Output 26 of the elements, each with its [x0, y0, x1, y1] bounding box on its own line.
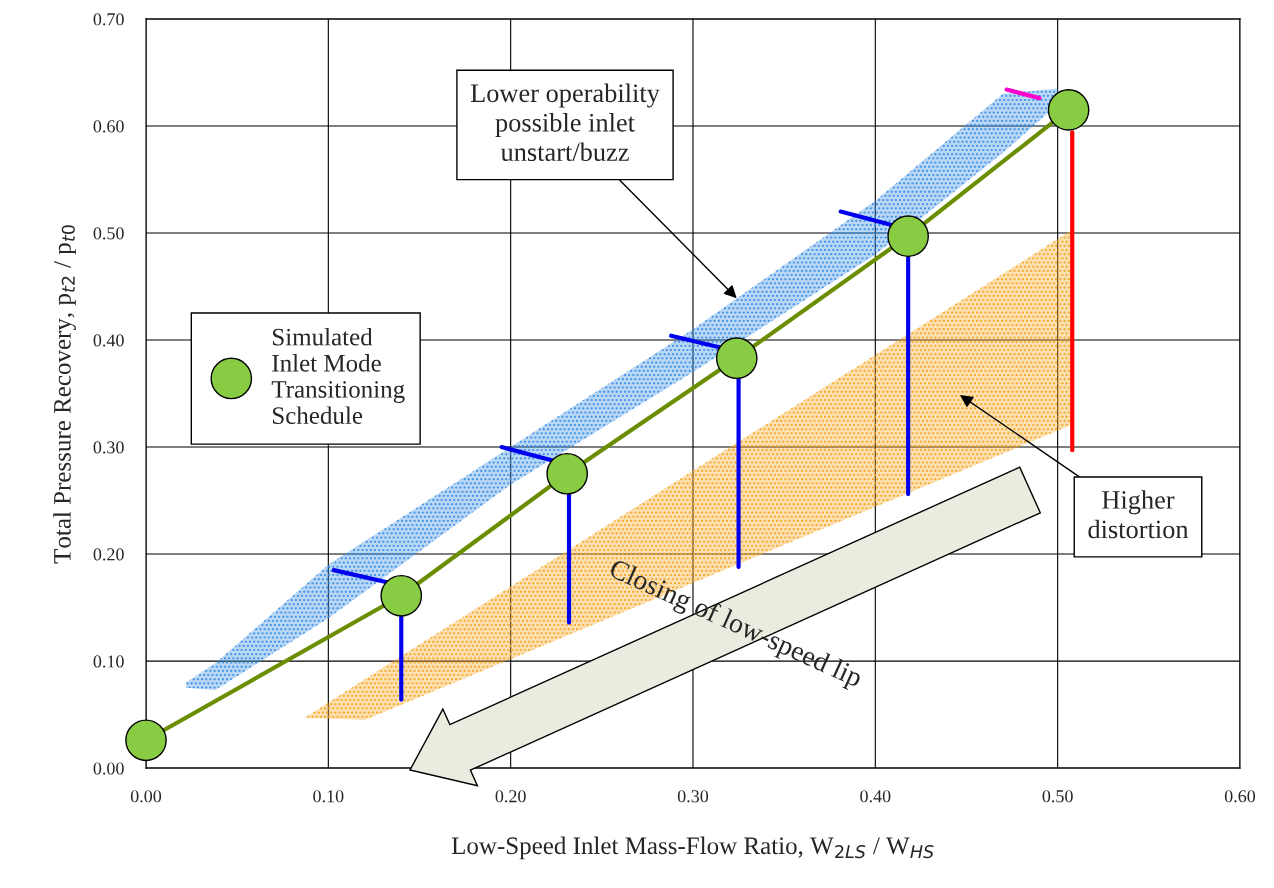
y-tick-label: 0.60: [93, 120, 124, 133]
annotation: Higher distortion: [1088, 490, 1189, 539]
point: [546, 452, 589, 495]
y-tick-label: 0.50: [93, 227, 124, 240]
x-tick-label: 0.00: [130, 790, 162, 803]
x-tick-label: 0.10: [313, 790, 344, 803]
y-tick-label: 0.70: [93, 13, 124, 26]
point: [380, 574, 423, 617]
x-tick-label: 0.30: [677, 790, 709, 803]
y-tick-label: 0.30: [93, 441, 124, 454]
x-axis-title: Low-Speed Inlet Mass-Flow Ratio, W$_{2LS}$ / W$_{HS}$: [451, 836, 934, 860]
point: [1047, 89, 1090, 131]
annotation: Lower operability possible inlet unstart/buzz: [470, 83, 660, 162]
y-tick-label: 0.10: [93, 655, 124, 668]
point: [887, 215, 929, 258]
y-axis-title: Total Pressure Recovery, p$_{t2}$ / p$_{t0}$: [53, 225, 76, 564]
x-tick-label: 0.20: [495, 790, 526, 803]
x-tick-label: 0.50: [1042, 790, 1073, 803]
x-tick-label: 0.60: [1224, 790, 1256, 803]
point: [715, 337, 758, 380]
y-tick-label: 0.20: [93, 548, 124, 561]
legend-label: Simulated Inlet Mode Transitioning Schedule: [271, 327, 405, 425]
y-tick-label: 0.40: [93, 334, 124, 347]
x-tick-label: 0.40: [860, 790, 891, 803]
y-tick-label: 0.00: [93, 762, 124, 775]
point: [125, 719, 167, 762]
